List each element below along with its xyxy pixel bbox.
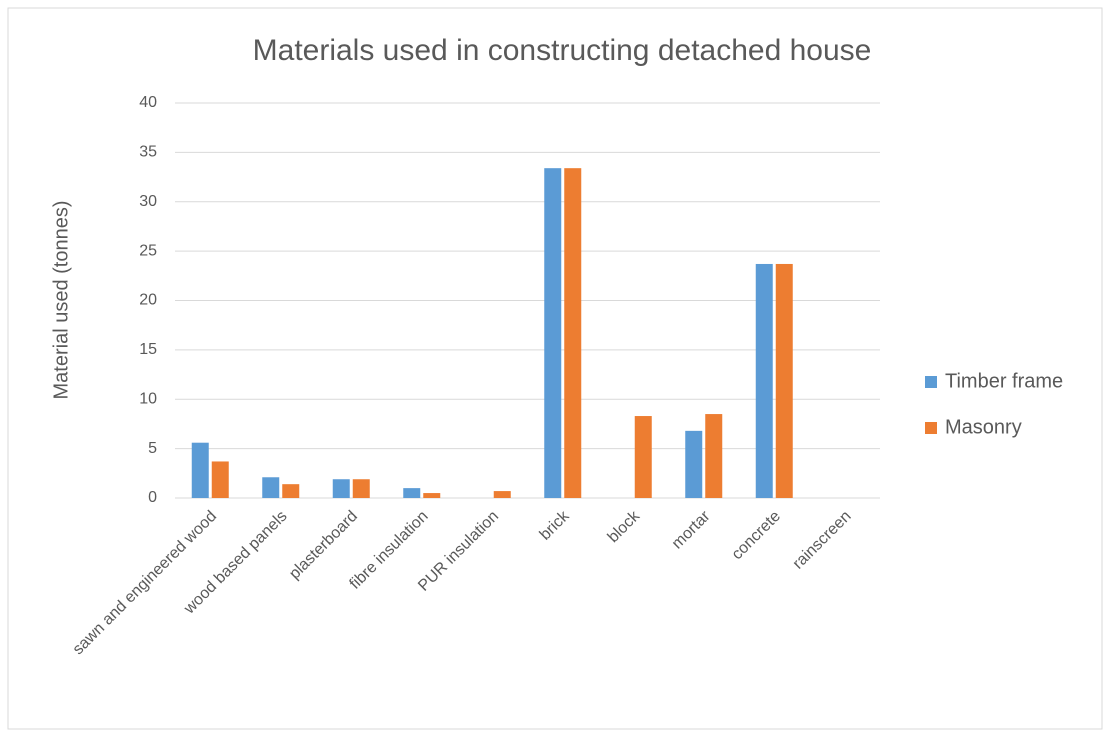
bar [755,263,773,498]
y-tick-label: 20 [139,292,157,309]
legend-swatch [925,376,937,388]
bar [544,168,562,499]
bar [282,484,300,498]
bar [211,461,229,498]
bar [332,479,350,498]
y-tick-label: 30 [139,193,157,210]
chart-title: Materials used in constructing detached … [253,34,872,67]
bar [634,416,652,498]
bar [352,479,370,498]
legend-label: Masonry [945,416,1022,438]
y-tick-label: 35 [139,144,157,161]
y-tick-label: 25 [139,242,157,259]
bar [262,477,280,498]
y-tick-label: 10 [139,390,157,407]
bar [423,493,441,498]
bar [191,442,209,498]
bar [775,263,793,498]
bar [564,168,582,499]
bar [705,414,723,498]
bar [493,491,511,498]
y-tick-label: 15 [139,341,157,358]
y-axis-label: Material used (tonnes) [50,201,72,400]
legend-swatch [925,422,937,434]
y-tick-label: 0 [148,489,157,506]
legend-label: Timber frame [945,370,1063,392]
bar [403,488,421,498]
y-tick-label: 40 [139,94,157,111]
y-tick-label: 5 [148,440,157,457]
bar [685,430,703,498]
